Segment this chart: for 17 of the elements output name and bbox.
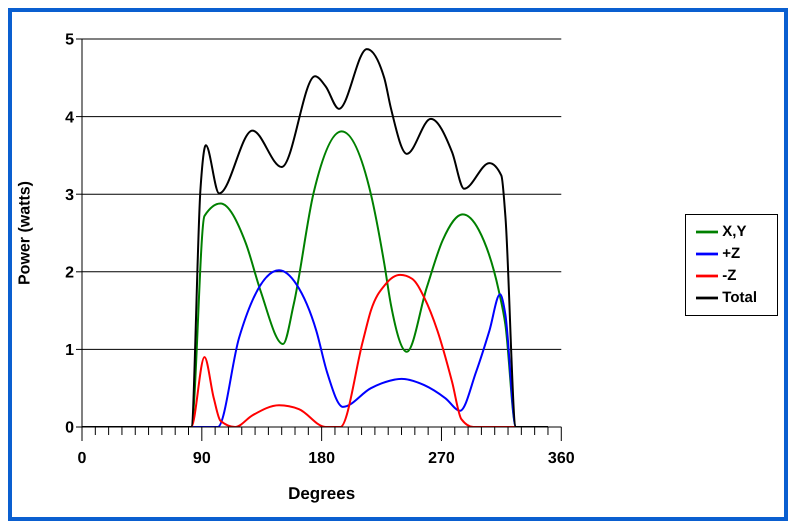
- x-tick-label: 90: [192, 450, 211, 467]
- x-tick-label: 180: [308, 450, 336, 467]
- y-tick-label: 0: [65, 420, 74, 437]
- y-tick-label: 1: [65, 342, 74, 360]
- legend-label: -Z: [722, 266, 736, 284]
- x-tick-label: 270: [428, 450, 455, 467]
- y-tick-label: 5: [65, 32, 74, 49]
- x-axis-title: Degrees: [288, 484, 356, 503]
- x-tick-label: 0: [78, 450, 87, 467]
- y-tick-label: 2: [65, 264, 74, 282]
- legend-label: Total: [722, 288, 757, 306]
- y-tick-label: 3: [65, 186, 74, 204]
- y-axis-title: Power (watts): [16, 180, 34, 286]
- y-tick-label: 4: [65, 109, 74, 126]
- x-tick-label: 360: [548, 450, 575, 467]
- legend-label: X,Y: [722, 222, 746, 240]
- legend-label: +Z: [722, 244, 740, 262]
